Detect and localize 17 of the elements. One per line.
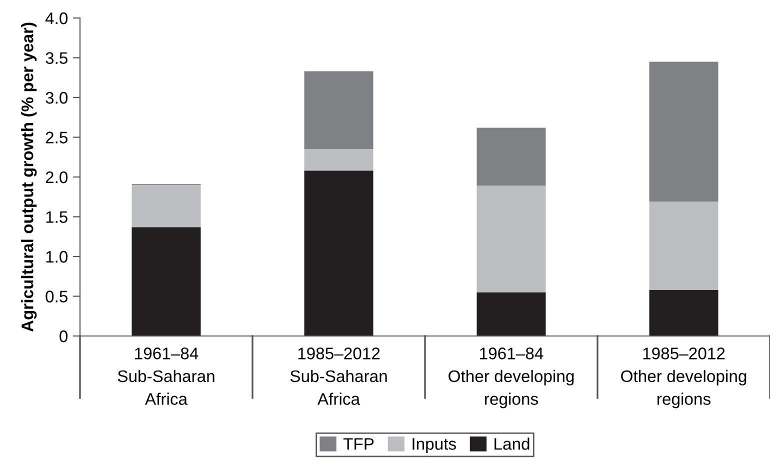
x-tick-label: 1961–84 Other developing regions: [448, 348, 574, 408]
y-tick-label: 4.0: [45, 12, 68, 24]
y-tick-label: 1.0: [46, 250, 68, 263]
y-tick-label: 0: [60, 330, 68, 342]
y-tick-label: 3.0: [46, 92, 68, 104]
legend-label: TFP: [343, 438, 374, 450]
x-tick-label: 1961–84 Sub-Saharan Africa: [118, 348, 214, 405]
legend-label: Inputs: [412, 438, 456, 454]
legend-label: Land: [494, 438, 530, 450]
x-tick-label: 1985–2012 Sub-Saharan Africa: [290, 348, 387, 405]
y-axis-title: Agricultural output growth (% per year): [21, 22, 37, 332]
y-tick-label: 0.5: [46, 290, 68, 302]
y-tick-label: 2.5: [46, 132, 68, 144]
x-tick-label: 1985–2012 Other developing regions: [621, 348, 746, 408]
y-tick-label: 1.5: [46, 211, 68, 223]
y-tick-label: 3.5: [46, 52, 68, 64]
y-tick-label: 2.0: [46, 171, 68, 184]
